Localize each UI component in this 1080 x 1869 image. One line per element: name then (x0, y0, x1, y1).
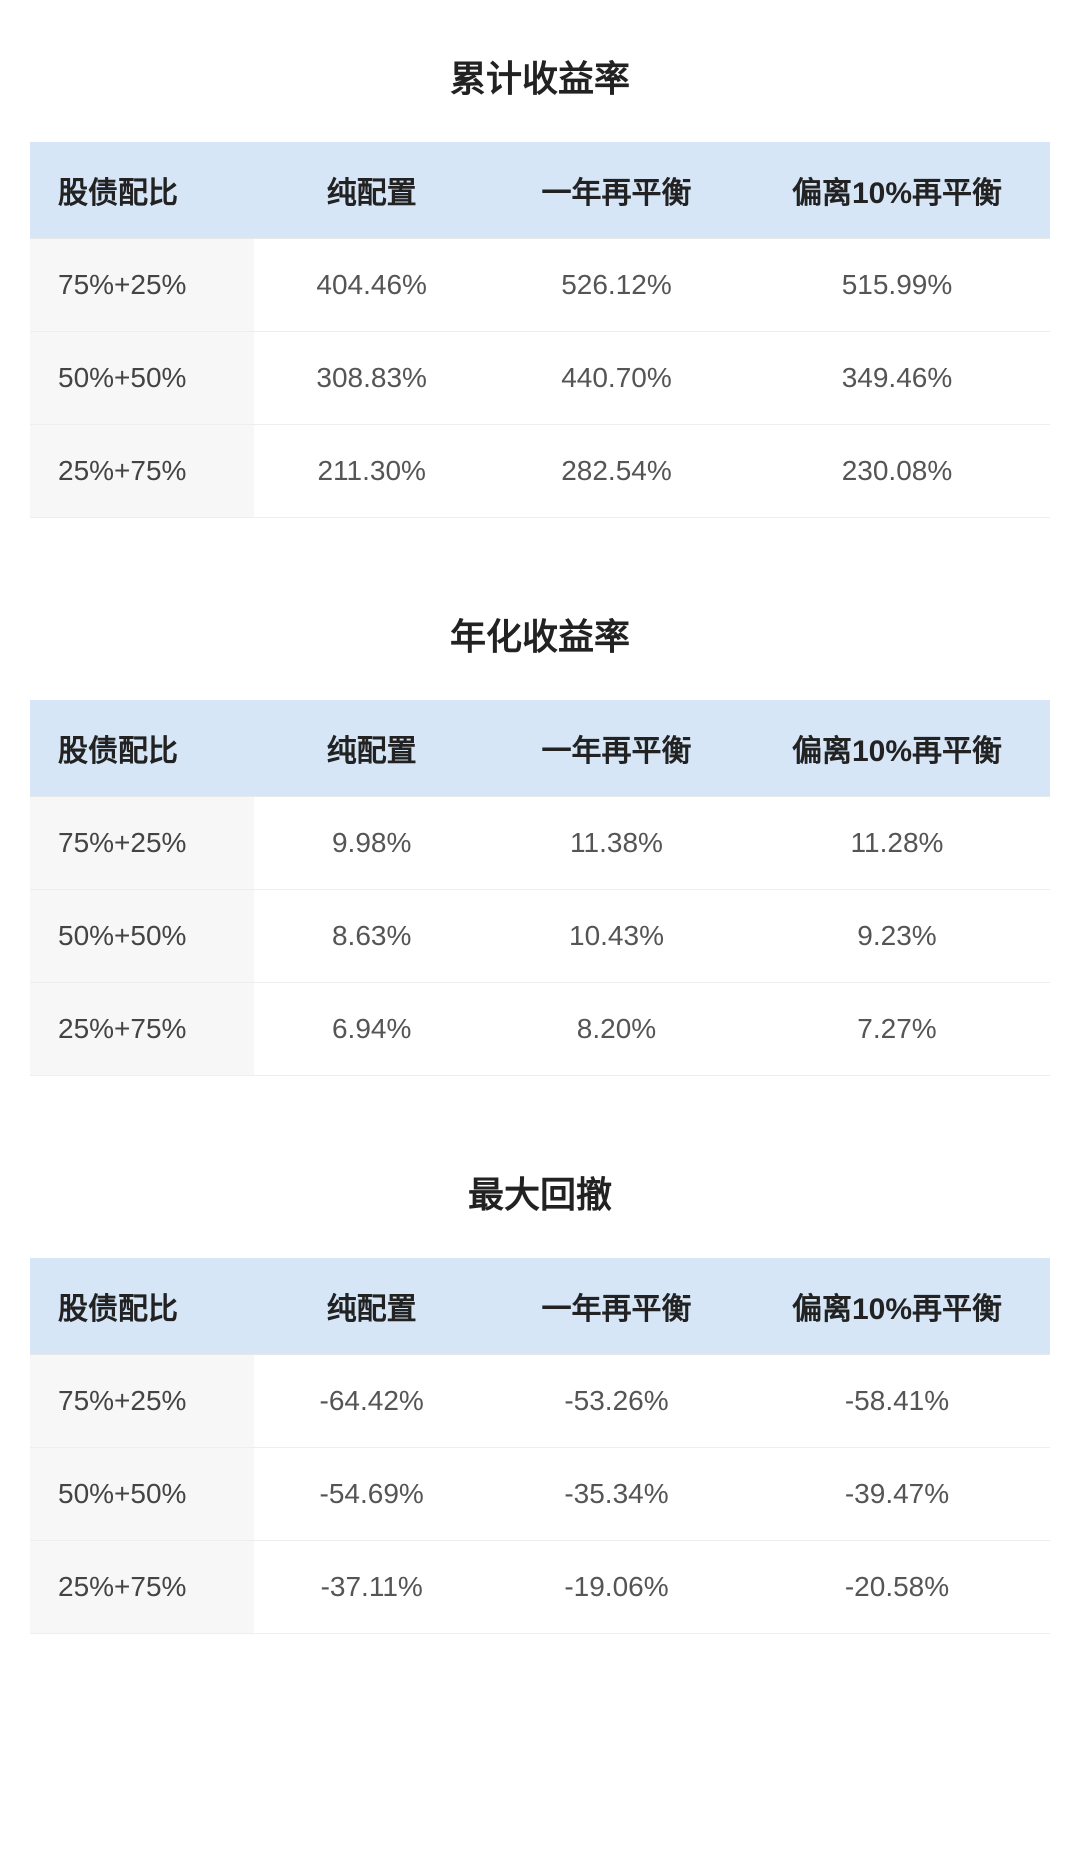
table-cell: 50%+50% (30, 332, 254, 425)
table-cell: -64.42% (254, 1355, 489, 1448)
table-cell: -58.41% (744, 1355, 1050, 1448)
data-table: 股债配比纯配置一年再平衡偏离10%再平衡75%+25%-64.42%-53.26… (30, 1258, 1050, 1634)
table-header-row: 股债配比纯配置一年再平衡偏离10%再平衡 (30, 700, 1050, 797)
table-header-row: 股债配比纯配置一年再平衡偏离10%再平衡 (30, 142, 1050, 239)
table-cell: -35.34% (489, 1448, 744, 1541)
table-row: 50%+50%8.63%10.43%9.23% (30, 890, 1050, 983)
table-row: 25%+75%211.30%282.54%230.08% (30, 425, 1050, 518)
table-cell: 50%+50% (30, 890, 254, 983)
table-row: 25%+75%-37.11%-19.06%-20.58% (30, 1541, 1050, 1634)
table-row: 25%+75%6.94%8.20%7.27% (30, 983, 1050, 1076)
table-cell: -19.06% (489, 1541, 744, 1634)
table-cell: 25%+75% (30, 983, 254, 1076)
table-header-cell: 偏离10%再平衡 (744, 700, 1050, 797)
table-cell: 515.99% (744, 239, 1050, 332)
table-cell: 75%+25% (30, 1355, 254, 1448)
table-header-cell: 纯配置 (254, 700, 489, 797)
table-section: 最大回撤股债配比纯配置一年再平衡偏离10%再平衡75%+25%-64.42%-5… (30, 1166, 1050, 1634)
table-header-row: 股债配比纯配置一年再平衡偏离10%再平衡 (30, 1258, 1050, 1355)
table-cell: 349.46% (744, 332, 1050, 425)
table-cell: 230.08% (744, 425, 1050, 518)
table-cell: 11.28% (744, 797, 1050, 890)
table-row: 75%+25%-64.42%-53.26%-58.41% (30, 1355, 1050, 1448)
table-cell: 25%+75% (30, 425, 254, 518)
table-row: 75%+25%9.98%11.38%11.28% (30, 797, 1050, 890)
table-cell: 9.23% (744, 890, 1050, 983)
table-header-cell: 股债配比 (30, 700, 254, 797)
table-cell: 282.54% (489, 425, 744, 518)
table-cell: 75%+25% (30, 797, 254, 890)
table-header-cell: 股债配比 (30, 1258, 254, 1355)
table-cell: 211.30% (254, 425, 489, 518)
table-cell: -53.26% (489, 1355, 744, 1448)
table-cell: 8.63% (254, 890, 489, 983)
table-cell: 9.98% (254, 797, 489, 890)
table-cell: 10.43% (489, 890, 744, 983)
table-section: 年化收益率股债配比纯配置一年再平衡偏离10%再平衡75%+25%9.98%11.… (30, 608, 1050, 1076)
table-section: 累计收益率股债配比纯配置一年再平衡偏离10%再平衡75%+25%404.46%5… (30, 50, 1050, 518)
table-header-cell: 股债配比 (30, 142, 254, 239)
table-cell: 8.20% (489, 983, 744, 1076)
table-cell: 526.12% (489, 239, 744, 332)
table-cell: -39.47% (744, 1448, 1050, 1541)
table-row: 50%+50%-54.69%-35.34%-39.47% (30, 1448, 1050, 1541)
table-row: 75%+25%404.46%526.12%515.99% (30, 239, 1050, 332)
data-table: 股债配比纯配置一年再平衡偏离10%再平衡75%+25%9.98%11.38%11… (30, 700, 1050, 1076)
table-header-cell: 纯配置 (254, 142, 489, 239)
table-header-cell: 偏离10%再平衡 (744, 1258, 1050, 1355)
table-cell: 308.83% (254, 332, 489, 425)
table-cell: 50%+50% (30, 1448, 254, 1541)
table-header-cell: 一年再平衡 (489, 700, 744, 797)
table-cell: 440.70% (489, 332, 744, 425)
table-title: 年化收益率 (30, 608, 1050, 660)
table-cell: -37.11% (254, 1541, 489, 1634)
table-header-cell: 一年再平衡 (489, 142, 744, 239)
table-header-cell: 偏离10%再平衡 (744, 142, 1050, 239)
table-header-cell: 一年再平衡 (489, 1258, 744, 1355)
table-cell: 75%+25% (30, 239, 254, 332)
table-header-cell: 纯配置 (254, 1258, 489, 1355)
table-title: 累计收益率 (30, 50, 1050, 102)
table-title: 最大回撤 (30, 1166, 1050, 1218)
table-cell: -54.69% (254, 1448, 489, 1541)
table-cell: 404.46% (254, 239, 489, 332)
table-cell: 25%+75% (30, 1541, 254, 1634)
table-cell: 6.94% (254, 983, 489, 1076)
table-cell: -20.58% (744, 1541, 1050, 1634)
tables-root: 累计收益率股债配比纯配置一年再平衡偏离10%再平衡75%+25%404.46%5… (30, 50, 1050, 1634)
table-row: 50%+50%308.83%440.70%349.46% (30, 332, 1050, 425)
data-table: 股债配比纯配置一年再平衡偏离10%再平衡75%+25%404.46%526.12… (30, 142, 1050, 518)
table-cell: 11.38% (489, 797, 744, 890)
table-cell: 7.27% (744, 983, 1050, 1076)
